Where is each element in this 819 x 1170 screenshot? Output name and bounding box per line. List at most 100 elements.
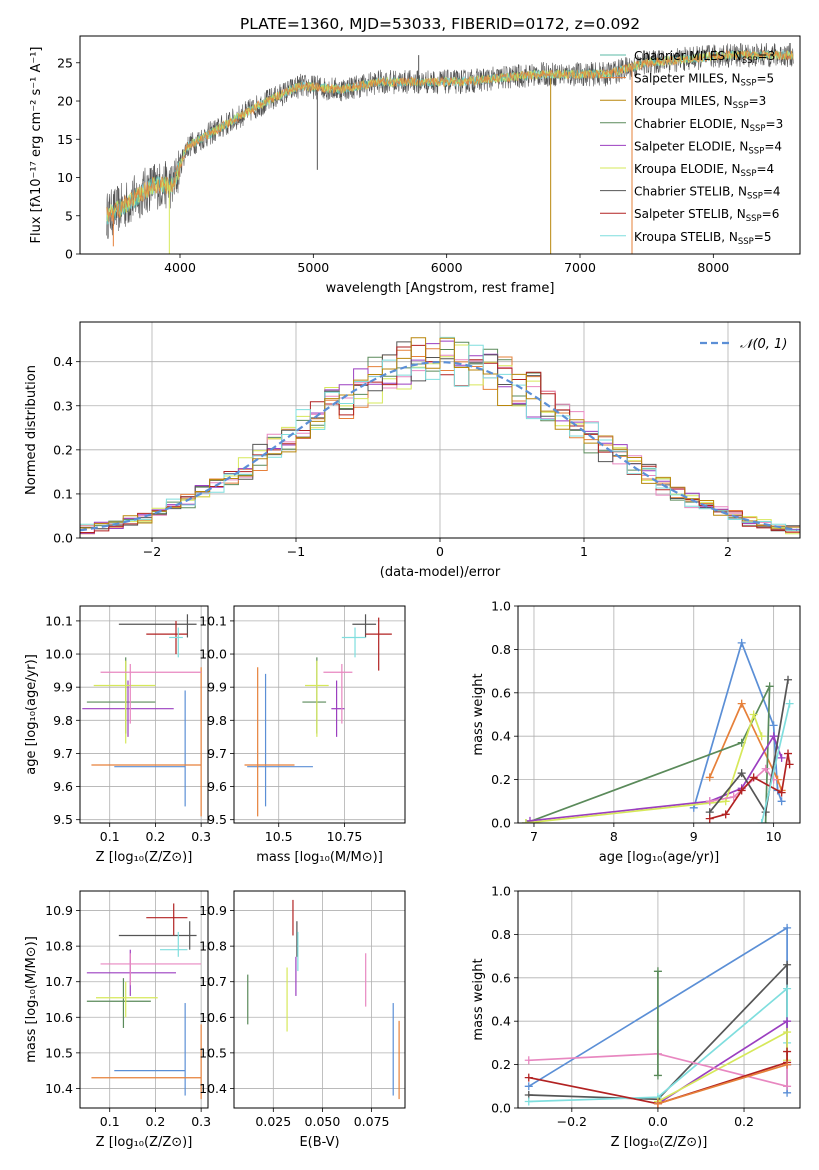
weight-marker (777, 753, 786, 762)
weight-marker (761, 764, 770, 773)
axes-age-vs-metallicity: 0.1 0.2 0.3 9.5 9.6 9.7 9.8 9.9 10.0 10.1 Z [log₁₀… (24, 605, 211, 865)
axes-frame (517, 890, 801, 1109)
plot-area (86, 903, 202, 1100)
legend-entry: Kroupa STELIB, NSSP=5 (634, 230, 772, 247)
weight-series (657, 1063, 788, 1105)
weight-marker (524, 1073, 533, 1082)
histogram-series (80, 337, 800, 530)
weight-marker (769, 732, 778, 741)
y-tick-label: 10 (57, 170, 73, 185)
y-tick-label: 0.4 (491, 729, 511, 744)
weight-marker (705, 773, 714, 782)
y-tick-label: 0.0 (53, 531, 73, 546)
spectrum-line (106, 49, 794, 223)
weight-marker (783, 1047, 792, 1056)
x-tick-label: −1 (287, 544, 305, 559)
plot-area (244, 614, 392, 817)
y-tick-label: 0.3 (53, 398, 73, 413)
axes-frame (79, 605, 209, 824)
y-tick-label: 0.4 (491, 1014, 511, 1029)
legend-entry: Chabrier ELODIE, NSSP=3 (634, 117, 783, 134)
weight-marker (705, 814, 714, 823)
y-tick-label: 10.7 (199, 974, 227, 989)
axes-mass-weight-vs-age: 7 8 9 10 0.0 0.2 0.4 0.6 0.8 1.0 age [log₁₀(age/yr… (471, 599, 801, 865)
axes-frame (79, 35, 801, 255)
y-tick-label: 10.8 (45, 939, 73, 954)
weight-series (528, 1051, 788, 1105)
y-tick-label: 0 (65, 247, 73, 262)
x-tick-label: 0.025 (255, 1114, 291, 1129)
plot-area (106, 42, 794, 254)
legend-entry: Chabrier STELIB, NSSP=4 (634, 185, 781, 202)
y-tick-label: 9.6 (53, 779, 73, 794)
y-axis-label: age [log₁₀(age/yr)] (24, 654, 39, 775)
y-tick-label: 10.4 (199, 1081, 227, 1096)
axes-age-vs-mass: 10.5 10.75 9.5 9.6 9.7 9.8 9.9 10.0 10.1 mass [lo… (199, 605, 406, 865)
weight-marker (521, 819, 530, 823)
y-tick-label: 0.1 (53, 486, 73, 501)
weight-series (525, 711, 763, 823)
x-tick-label: 10 (766, 829, 782, 844)
x-axis-label: age [log₁₀(age/yr)] (599, 850, 720, 865)
y-tick-label: 10.6 (45, 1010, 73, 1025)
y-axis-label: mass weight (471, 673, 486, 755)
x-tick-label: 8 (610, 829, 618, 844)
weight-marker (757, 819, 766, 823)
weight-marker (765, 682, 774, 691)
weight-series (708, 701, 783, 791)
axes-mass-vs-metallicity: 0.1 0.2 0.3 10.4 10.5 10.6 10.7 10.8 10.9 Z [log₁… (24, 890, 211, 1150)
y-axis-label: mass weight (471, 958, 486, 1040)
x-tick-label: 10.5 (265, 829, 293, 844)
plot-area (80, 336, 800, 535)
plot-area (521, 638, 794, 823)
weight-marker (737, 699, 746, 708)
weight-marker (525, 816, 534, 823)
y-tick-label: 15 (57, 132, 73, 147)
y-tick-label: 0.0 (491, 816, 511, 831)
x-tick-label: 0.075 (354, 1114, 390, 1129)
x-tick-label: 0.2 (145, 1114, 165, 1129)
x-tick-label: 0.1 (100, 1114, 120, 1129)
weight-marker (653, 1099, 662, 1108)
y-tick-label: 0.4 (53, 354, 73, 369)
axes-frame (233, 605, 406, 824)
x-tick-label: 4000 (164, 260, 196, 275)
x-tick-label: 10.75 (327, 829, 363, 844)
weight-marker (777, 797, 786, 806)
x-tick-label: 0.2 (145, 829, 165, 844)
x-tick-label: 1 (580, 544, 588, 559)
x-axis-label: mass [log₁₀(M/M⊙)] (256, 850, 383, 865)
y-tick-label: 9.7 (53, 746, 73, 761)
legend-entry: Salpeter STELIB, NSSP=6 (634, 207, 779, 224)
y-tick-label: 10.6 (199, 1010, 227, 1025)
y-tick-label: 10.5 (45, 1045, 73, 1060)
weight-marker (524, 1097, 533, 1106)
weight-marker (653, 967, 662, 976)
weight-marker (761, 819, 770, 823)
weight-marker (783, 923, 792, 932)
weight-marker (705, 797, 714, 806)
legend-entry: Kroupa ELODIE, NSSP=4 (634, 162, 774, 179)
x-tick-label: 0.1 (100, 829, 120, 844)
axes-frame (517, 605, 801, 824)
y-tick-label: 9.9 (53, 680, 73, 695)
y-tick-label: 0.8 (491, 642, 511, 657)
weight-marker (737, 786, 746, 795)
axes-mass-vs-ebv: 0.025 0.050 0.075 10.4 10.5 10.6 10.7 10.8 10.9 E… (199, 890, 406, 1150)
weight-marker (777, 788, 786, 797)
x-tick-label: 7000 (564, 260, 596, 275)
legend-entry: Salpeter MILES, NSSP=5 (634, 72, 774, 89)
y-tick-label: 10.7 (45, 974, 73, 989)
y-tick-label: 1.0 (491, 884, 511, 899)
plot-area (247, 899, 400, 1100)
y-tick-label: 9.7 (207, 746, 227, 761)
weight-marker (769, 721, 778, 730)
weight-marker (784, 675, 793, 684)
x-tick-label: 0.2 (734, 1114, 754, 1129)
y-tick-label: 10.9 (199, 903, 227, 918)
weight-marker (737, 638, 746, 647)
y-tick-label: 10.1 (199, 613, 227, 628)
y-tick-label: 5 (65, 208, 73, 223)
x-axis-label: Z [log₁₀(Z/Z⊙)] (96, 1135, 193, 1150)
